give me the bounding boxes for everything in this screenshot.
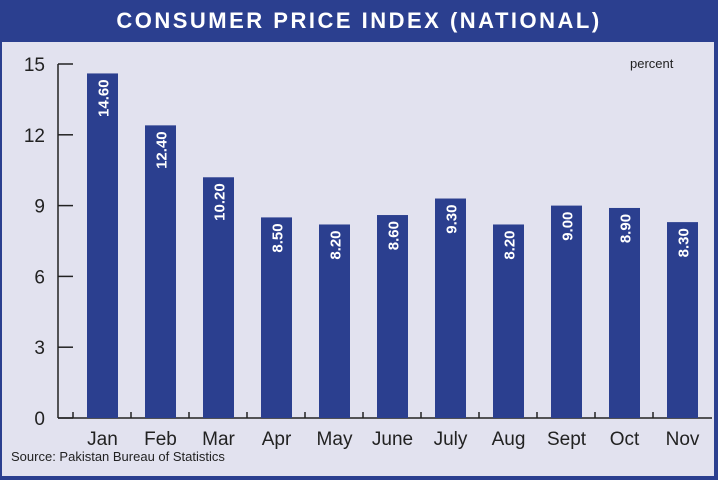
x-tick-label: Feb: [144, 429, 177, 450]
bar-value-label: 9.30: [444, 205, 461, 234]
bar-apr: [261, 217, 292, 418]
y-tick-label: 6: [34, 267, 45, 288]
bar-value-label: 8.90: [618, 214, 635, 243]
chart-panel: [2, 42, 714, 476]
bar-value-label: 12.40: [154, 131, 171, 169]
x-tick-label: Jan: [87, 429, 118, 450]
bar-value-label: 8.20: [502, 230, 519, 259]
x-tick-label: June: [372, 429, 413, 450]
source-note: Source: Pakistan Bureau of Statistics: [11, 449, 225, 464]
x-tick-label: July: [434, 429, 468, 450]
y-tick-label: 12: [24, 126, 45, 147]
unit-label: percent: [630, 56, 674, 71]
bar-value-label: 14.60: [96, 79, 113, 117]
bar-oct: [609, 207, 640, 418]
y-tick-label: 9: [34, 197, 45, 218]
bar-value-label: 8.30: [676, 228, 693, 257]
x-tick-label: Mar: [202, 429, 235, 450]
y-tick-label: 15: [24, 55, 45, 76]
bar-mar: [203, 177, 234, 418]
bar-jan: [87, 73, 118, 418]
x-tick-label: Oct: [610, 429, 640, 450]
x-tick-label: May: [317, 429, 353, 450]
bar-value-label: 10.20: [212, 183, 229, 221]
bar-july: [435, 198, 466, 418]
x-tick-label: Aug: [492, 429, 526, 450]
y-tick-label: 0: [34, 409, 45, 430]
bar-feb: [145, 125, 176, 419]
x-tick-label: Sept: [547, 429, 587, 450]
x-tick-label: Nov: [666, 429, 700, 450]
bar-value-label: 8.60: [386, 221, 403, 250]
bar-sept: [551, 205, 582, 418]
bar-may: [319, 224, 350, 418]
chart-title: CONSUMER PRICE INDEX (NATIONAL): [116, 8, 602, 33]
y-tick-label: 3: [34, 338, 45, 359]
x-tick-label: Apr: [262, 429, 292, 450]
bar-aug: [493, 224, 524, 418]
bar-nov: [667, 222, 698, 418]
bar-value-label: 9.00: [560, 212, 577, 241]
bar-june: [377, 215, 408, 418]
bar-value-label: 8.20: [328, 230, 345, 259]
bar-value-label: 8.50: [270, 223, 287, 252]
